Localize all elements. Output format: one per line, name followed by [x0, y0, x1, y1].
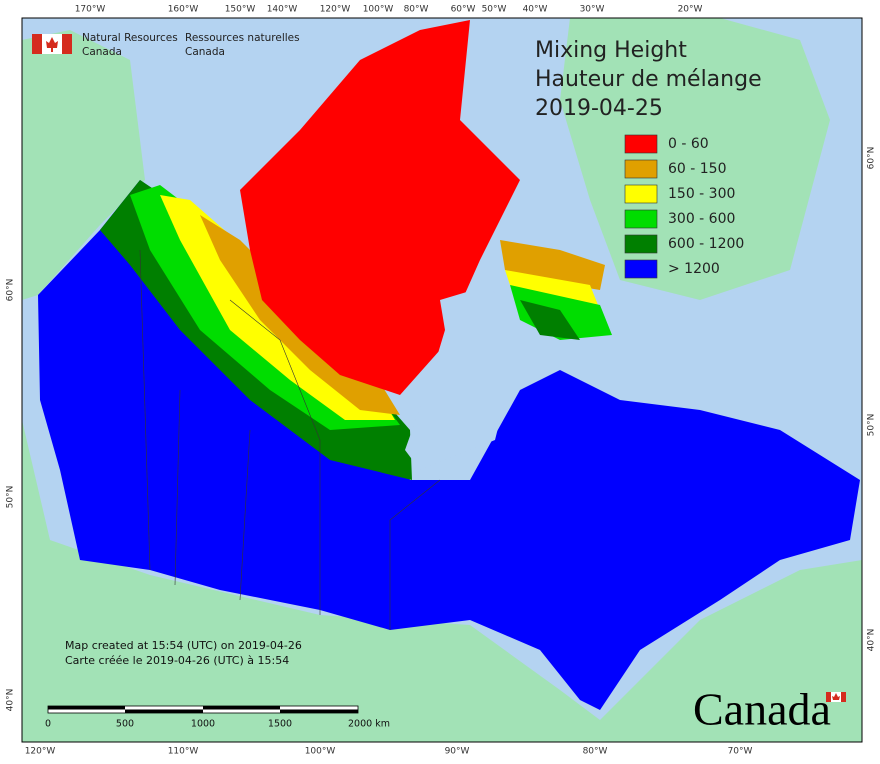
legend-swatch	[624, 259, 658, 279]
graticule-label: 160°W	[168, 5, 199, 15]
graticule-label: 50°N	[6, 486, 16, 509]
header-text: Canada	[185, 46, 225, 58]
legend-label: 300 - 600	[668, 211, 735, 227]
graticule-label: 70°W	[728, 747, 753, 757]
legend-swatch	[624, 159, 658, 179]
legend-swatch	[624, 234, 658, 254]
graticule-label: 80°W	[583, 747, 608, 757]
map-title: 2019-04-25	[535, 96, 663, 121]
graticule-label: 150°W	[225, 5, 256, 15]
legend-label: 0 - 60	[668, 136, 709, 152]
alaska	[22, 30, 145, 300]
graticule-label: 40°N	[867, 629, 877, 652]
greenland	[560, 18, 830, 300]
graticule-label: 40°N	[6, 689, 16, 712]
graticule-label: 20°W	[678, 5, 703, 15]
wordmark: Canada	[693, 684, 831, 735]
scale-label: 2000 km	[348, 719, 390, 730]
map-title: Mixing Height	[535, 38, 687, 63]
footnote: Map created at 15:54 (UTC) on 2019-04-26	[65, 639, 302, 652]
graticule-label: 100°W	[363, 5, 394, 15]
legend-swatch	[624, 134, 658, 154]
border	[229, 299, 321, 441]
map-body	[22, 18, 862, 742]
graticule-label: 60°N	[6, 279, 16, 302]
usa	[22, 420, 862, 742]
legend-label: > 1200	[668, 261, 720, 277]
frame	[21, 17, 863, 743]
graticule-label: 50°W	[482, 5, 507, 15]
borders	[139, 249, 441, 630]
scale-label: 1000	[191, 719, 215, 730]
graticule-label: 170°W	[75, 5, 106, 15]
scale-label: 0	[45, 719, 51, 730]
graticule-label: 120°W	[320, 5, 351, 15]
wordmark-flag	[826, 692, 846, 702]
header-text: Ressources naturelles	[185, 32, 300, 44]
legend-swatch	[624, 184, 658, 204]
graticule-label: 120°W	[25, 747, 56, 757]
scale-label: 500	[116, 719, 134, 730]
border	[174, 389, 181, 586]
graticule-label: 50°N	[867, 414, 877, 437]
labrador-zone-60-150	[500, 240, 605, 290]
border	[139, 249, 151, 571]
scale-bar	[47, 705, 359, 714]
border	[239, 429, 251, 601]
legend-label: 150 - 300	[668, 186, 735, 202]
border	[389, 479, 441, 630]
graticule-label: 100°W	[305, 747, 336, 757]
graticule-label: 60°N	[867, 147, 877, 170]
scale-label: 1500	[268, 719, 292, 730]
graticule-label: 40°W	[523, 5, 548, 15]
graticule-label: 110°W	[168, 747, 199, 757]
graticule-label: 140°W	[267, 5, 298, 15]
legend-label: 600 - 1200	[668, 236, 744, 252]
logo-flag	[32, 34, 72, 54]
header-text: Natural Resources	[82, 32, 178, 44]
graticule-label: 80°W	[404, 5, 429, 15]
graticule-label: 90°W	[445, 747, 470, 757]
map-title: Hauteur de mélange	[535, 67, 762, 92]
legend-swatch	[624, 209, 658, 229]
labrador-zone-600-1200	[520, 300, 580, 340]
hudson-bay	[405, 285, 515, 470]
header-text: Canada	[82, 46, 122, 58]
graticule-label: 60°W	[451, 5, 476, 15]
graticule-label: 30°W	[580, 5, 605, 15]
legend-label: 60 - 150	[668, 161, 727, 177]
footnote: Carte créée le 2019-04-26 (UTC) à 15:54	[65, 654, 289, 667]
